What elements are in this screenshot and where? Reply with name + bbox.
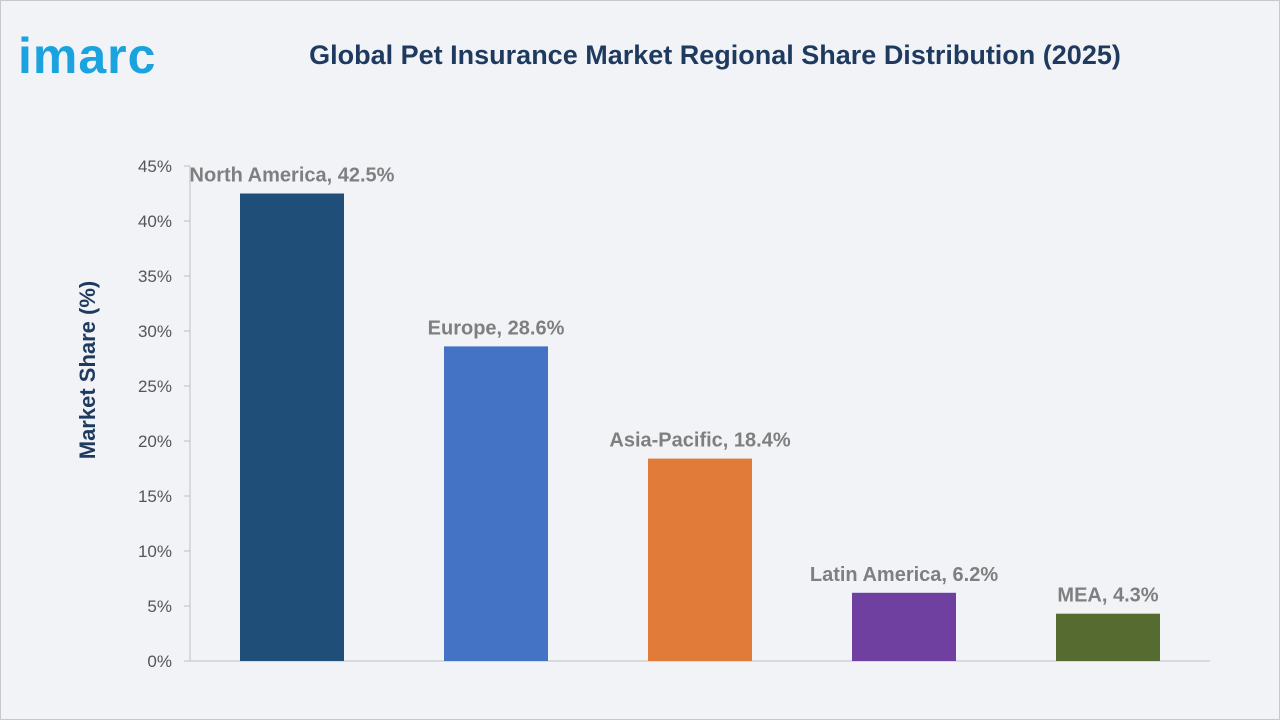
y-tick-label: 30%: [138, 322, 172, 341]
bar-data-label: Asia-Pacific, 18.4%: [609, 430, 790, 452]
bar-mea: [1056, 613, 1160, 661]
y-tick-label: 0%: [147, 652, 172, 671]
bars-group: [240, 193, 1160, 661]
bar-north-america: [240, 193, 344, 661]
axes-group: 0% 5% 10% 15% 20% 25% 30% 35% 40% 45%: [138, 157, 1210, 671]
data-labels-group: North America, 42.5% Europe, 28.6% Asia-Pa…: [190, 165, 1159, 607]
y-tick-label: 40%: [138, 212, 172, 231]
y-tick-label: 25%: [138, 377, 172, 396]
bar-europe: [444, 346, 548, 661]
bar-data-label: Europe, 28.6%: [428, 317, 565, 339]
bar-data-label: North America, 42.5%: [190, 165, 395, 187]
y-tick-label: 10%: [138, 542, 172, 561]
imarc-logo: imarc: [18, 26, 208, 86]
y-tick-label: 20%: [138, 432, 172, 451]
bar-data-label: Latin America, 6.2%: [810, 564, 998, 586]
y-tick-label: 5%: [147, 597, 172, 616]
bar-latin-america: [852, 592, 956, 661]
logo-text: imarc: [18, 28, 157, 84]
y-tick-label: 35%: [138, 267, 172, 286]
y-tick-label: 45%: [138, 157, 172, 176]
bar-data-label: MEA, 4.3%: [1057, 585, 1158, 607]
bar-asia-pacific: [648, 458, 752, 661]
chart-title: Global Pet Insurance Market Regional Sha…: [309, 40, 1121, 70]
y-tick-label: 15%: [138, 487, 172, 506]
